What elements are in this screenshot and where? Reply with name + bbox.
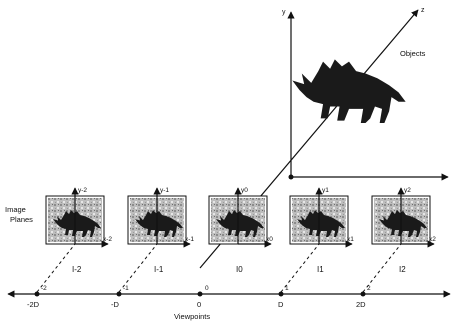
viewpoint-marker-label: 0: [205, 285, 209, 292]
image-frame-i1: y1 x1 I1: [289, 187, 354, 274]
image-planes-label-line2: Planes: [10, 215, 33, 224]
frame-x-axis-label: x-2: [103, 236, 112, 243]
viewpoint-tick-label: 2D: [356, 300, 366, 309]
frame-name: I-1: [154, 265, 164, 274]
frame-y-axis-label: y0: [241, 187, 248, 194]
object-triceratops: [292, 59, 406, 124]
viewpoint-dot: [197, 291, 203, 297]
world-y-label: y: [282, 9, 286, 16]
frame-x-axis-label: x0: [266, 236, 273, 243]
viewpoint-dot: [360, 291, 366, 297]
viewpoint-dot: [278, 291, 284, 297]
world-origin: [288, 174, 294, 180]
image-frame-i-minus-1: y-1 x-1 I-1: [127, 187, 194, 274]
projection-lines: [36, 243, 402, 293]
projection-line: [280, 243, 320, 293]
viewpoint-tick-label: 0: [197, 300, 201, 309]
viewpoint-dot: [116, 291, 122, 297]
viewpoints-label: Viewpoints: [174, 312, 210, 321]
frame-x-axis-label: x1: [347, 236, 354, 243]
frame-name: I-2: [72, 265, 82, 274]
viewpoint-marker-label: 2: [367, 285, 371, 292]
image-planes-label-line1: Image: [5, 205, 26, 214]
frame-y-axis-label: y-1: [160, 187, 169, 194]
frame-name: I0: [236, 265, 243, 274]
viewpoint-axis: -2D -D 0 D 2D Viewpoints: [7, 290, 451, 321]
image-frame-i-minus-2: y-2 x-2 I-2: [45, 187, 112, 274]
frame-y-axis-label: y1: [322, 187, 329, 194]
frame-name: I2: [399, 265, 406, 274]
frame-name: I1: [317, 265, 324, 274]
frame-x-axis-label: x-1: [185, 236, 194, 243]
viewpoint-dot: [34, 291, 40, 297]
image-frame-i0: y0 x0 I0: [208, 187, 273, 274]
frame-x-axis-label: x2: [429, 236, 436, 243]
viewpoint-tick-label: -D: [111, 300, 119, 309]
viewpoint-tick-label: D: [278, 300, 284, 309]
projection-line: [36, 243, 76, 293]
projection-line: [362, 243, 402, 293]
projection-line: [118, 243, 158, 293]
frame-y-axis-label: y-2: [78, 187, 87, 194]
viewpoint-tick-label: -2D: [27, 300, 40, 309]
viewpoint-marker-label: -1: [123, 285, 129, 292]
objects-label: Objects: [400, 49, 426, 58]
world-z-label: z: [421, 7, 425, 14]
image-frame-i2: y2 x2 I2: [371, 187, 436, 274]
frame-y-axis-label: y2: [404, 187, 411, 194]
viewpoint-marker-label: -2: [41, 285, 47, 292]
viewpoint-marker-label: 1: [285, 285, 289, 292]
